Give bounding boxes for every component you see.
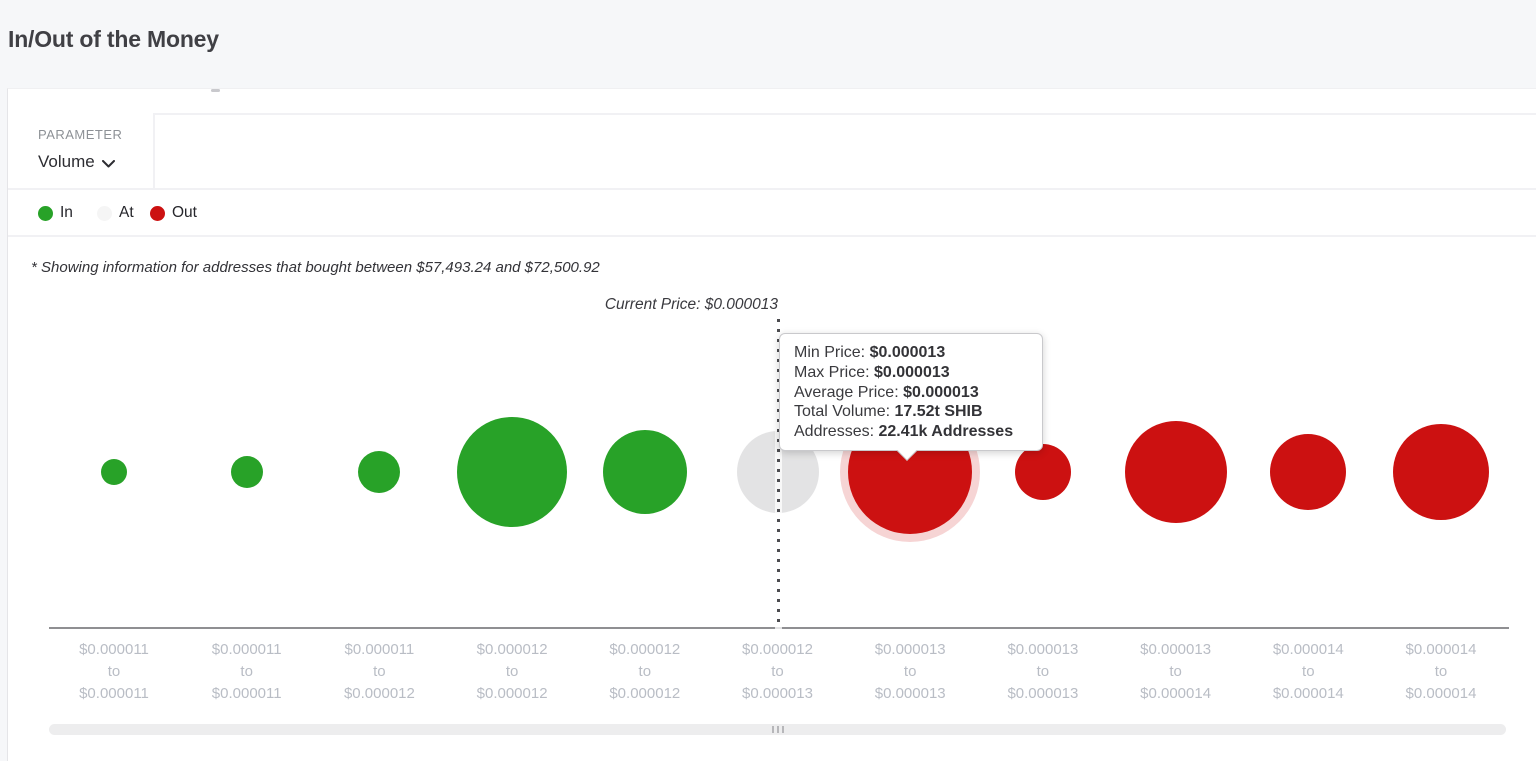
bubble-out[interactable] bbox=[1393, 424, 1489, 520]
legend-item-at[interactable]: At bbox=[97, 204, 134, 222]
page-title: In/Out of the Money bbox=[8, 26, 219, 52]
scrollbar-grip-icon bbox=[781, 726, 784, 733]
tooltip-row: Addresses: 22.41k Addresses bbox=[794, 423, 1014, 441]
bubble-in[interactable] bbox=[101, 459, 127, 485]
legend: In At Out bbox=[8, 188, 1536, 235]
parameter-value: Volume bbox=[38, 152, 95, 171]
tooltip-row: Max Price: $0.000013 bbox=[794, 363, 950, 381]
at-dot-icon bbox=[97, 205, 112, 221]
divider bbox=[8, 235, 1536, 237]
parameter-dropdown[interactable]: PARAMETER Volume bbox=[8, 113, 155, 188]
chart-panel: PARAMETER Volume In At Out * Showin bbox=[7, 88, 1536, 761]
legend-label-at: At bbox=[119, 204, 134, 221]
bubble-in[interactable] bbox=[602, 430, 687, 514]
bubble-in[interactable] bbox=[230, 456, 263, 488]
out-dot-icon bbox=[150, 205, 165, 221]
legend-item-in[interactable]: In bbox=[38, 204, 73, 222]
tooltip-row: Min Price: $0.000013 bbox=[794, 344, 946, 361]
in-dot-icon bbox=[38, 205, 53, 221]
scrollbar-grip-icon bbox=[771, 726, 774, 733]
x-axis-line bbox=[49, 627, 1509, 629]
tooltip: Min Price: $0.000013 Max Price: $0.000013… bbox=[779, 333, 1043, 461]
panel-drag-handle-icon bbox=[211, 89, 220, 92]
tooltip-row: Total Volume: 17.52t SHIB bbox=[794, 403, 983, 421]
divider bbox=[8, 113, 1536, 115]
legend-label-out: Out bbox=[172, 204, 197, 221]
current-price-label: Current Price: $0.000013 bbox=[604, 296, 778, 313]
bubble-out[interactable] bbox=[1124, 421, 1227, 523]
horizontal-scrollbar[interactable] bbox=[49, 724, 1506, 735]
scrollbar-grip-icon bbox=[776, 726, 779, 733]
bubble-in[interactable] bbox=[457, 417, 568, 527]
tooltip-row: Average Price: $0.000013 bbox=[794, 383, 979, 401]
bubble-out[interactable] bbox=[1270, 434, 1347, 510]
legend-label-in: In bbox=[60, 204, 73, 221]
bubble-out[interactable] bbox=[1014, 444, 1071, 500]
bubble-layer bbox=[8, 89, 1536, 761]
bubble-in[interactable] bbox=[358, 451, 401, 493]
range-note: * Showing information for addresses that… bbox=[31, 259, 600, 276]
divider bbox=[8, 188, 1536, 190]
chevron-down-icon bbox=[101, 153, 115, 173]
tooltip-rows: Min Price: $0.000013 Max Price: $0.000013… bbox=[794, 343, 1028, 442]
parameter-label: PARAMETER bbox=[38, 127, 123, 142]
legend-item-out[interactable]: Out bbox=[150, 204, 197, 222]
